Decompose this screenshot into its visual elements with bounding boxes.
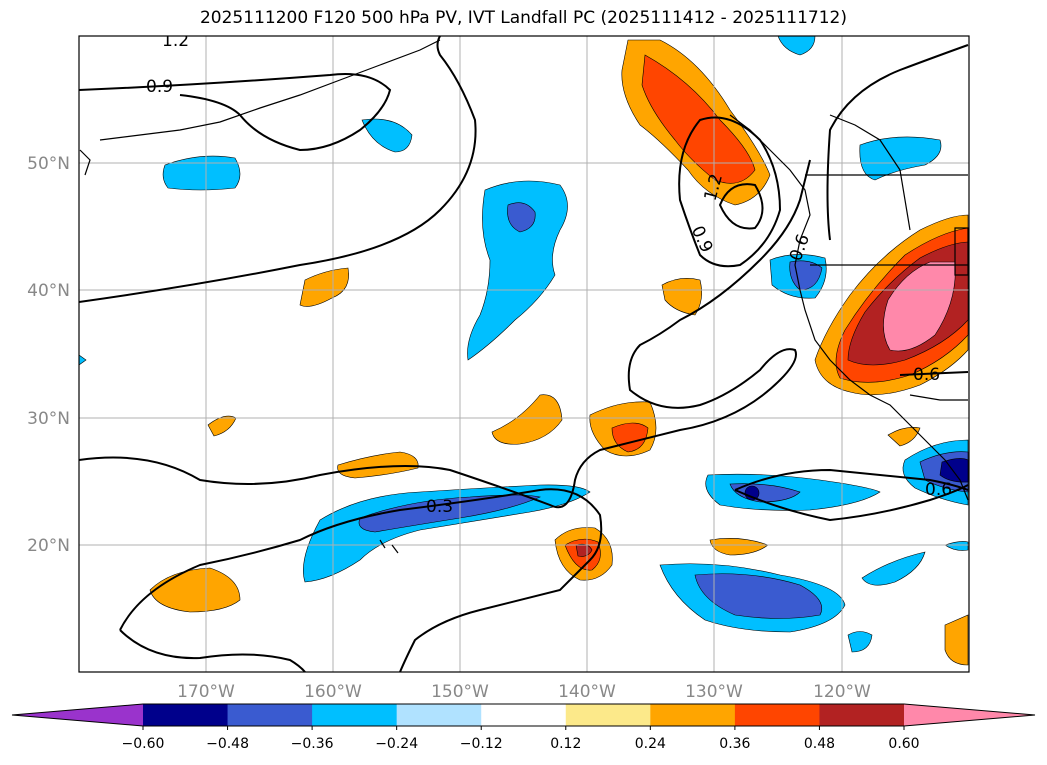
lat-tick-50n: 50°N — [27, 154, 70, 174]
colorbar-segment — [312, 704, 398, 726]
lat-tick-40n: 40°N — [27, 281, 70, 301]
coastlines — [79, 39, 969, 554]
contour-label-7: 0.3 — [426, 497, 453, 517]
lon-tick-160w: 160°W — [304, 682, 362, 702]
colorbar-tick-label: 0.24 — [635, 736, 666, 752]
negative-anomaly-northwest — [162, 155, 241, 191]
contour-line-5 — [119, 629, 306, 672]
negative-anomaly-small — [847, 631, 873, 653]
colorbar-segment — [565, 704, 651, 726]
colorbar-tick-label: 0.12 — [550, 736, 581, 752]
contour-line-8 — [826, 44, 969, 241]
colorbar-segment — [143, 704, 229, 726]
contour-line-7 — [718, 183, 764, 230]
pv-contours — [79, 36, 969, 672]
positive-anomaly-bc-core — [641, 54, 756, 184]
negative-anomaly-west-edge — [79, 354, 87, 366]
colorbar-segment — [734, 704, 820, 726]
positive-anomaly-4 — [337, 451, 419, 479]
colorbar-tick-label: −0.60 — [122, 736, 165, 752]
colorbar-segment — [481, 704, 567, 726]
colorbar-segment — [396, 704, 482, 726]
colorbar-extend-high — [904, 704, 1035, 726]
lon-tick-170w: 170°W — [177, 682, 235, 702]
lon-tick-140w: 140°W — [558, 682, 616, 702]
contour-label-6: 0.6 — [913, 365, 940, 385]
colorbar-segment — [650, 704, 736, 726]
contour-label-8: 0.6 — [925, 480, 952, 500]
contour-label-1: 1.2 — [162, 31, 189, 51]
colorbar-tick-label: −0.12 — [460, 736, 503, 752]
colorbar-tick-label: 0.60 — [888, 736, 919, 752]
negative-anomaly-subtropical-band — [303, 484, 591, 583]
positive-anomaly-5-dark — [575, 543, 593, 557]
contour-line-1 — [79, 73, 392, 152]
negative-anomaly-subtropical-core — [358, 494, 542, 533]
map-title: 2025111200 F120 500 hPa PV, IVT Landfall… — [199, 8, 847, 28]
lat-tick-30n: 30°N — [27, 409, 70, 429]
lon-tick-130w: 130°W — [685, 682, 743, 702]
map-panel: 1.2 0.9 1.2 0.9 0.6 0.6 0.3 0.6 — [79, 31, 969, 672]
negative-anomaly-small-2 — [944, 541, 969, 551]
colorbar-tick-label: −0.48 — [206, 736, 249, 752]
graticule — [79, 36, 969, 672]
lon-tick-150w: 150°W — [431, 682, 489, 702]
positive-anomaly-2 — [491, 394, 563, 445]
negative-anomaly-aleutian — [361, 118, 413, 153]
positive-anomaly-1 — [299, 267, 349, 307]
colorbar-segment — [227, 704, 313, 726]
contour-line-9 — [734, 468, 969, 522]
positive-anomaly-9 — [944, 614, 969, 666]
colorbar-tick-label: 0.48 — [804, 736, 835, 752]
negative-anomaly-top — [777, 36, 816, 56]
contour-label-2: 0.9 — [146, 77, 173, 97]
positive-anomaly-10 — [887, 427, 921, 447]
negative-anomaly-central — [467, 180, 568, 361]
contour-line-6 — [678, 116, 782, 268]
lon-tick-labels: 170°W 160°W 150°W 140°W 130°W 120°W — [177, 682, 871, 702]
contour-line-4 — [119, 488, 603, 672]
negative-anomaly-north-coast — [859, 136, 942, 181]
positive-anomaly-california-core — [883, 261, 956, 352]
lat-tick-20n: 20°N — [27, 536, 70, 556]
lat-tick-labels: 20°N 30°N 40°N 50°N — [27, 154, 70, 556]
positive-anomaly-7 — [661, 278, 702, 316]
negative-anomaly-sw — [861, 551, 926, 586]
colorbar-tick-label: −0.24 — [375, 736, 418, 752]
colorbar-tick-label: 0.36 — [719, 736, 750, 752]
colorbar-segment — [819, 704, 905, 726]
contour-line-10 — [899, 371, 969, 376]
contour-line-3 — [79, 159, 811, 509]
colorbar: −0.60 −0.48 −0.36 −0.24 −0.12 0.12 0.24 0.36 0.4… — [11, 703, 1036, 752]
positive-anomaly-8 — [709, 538, 769, 556]
negative-anomaly-south-core — [694, 573, 823, 619]
map-frame — [78, 35, 970, 673]
colorbar-tick-label: −0.36 — [291, 736, 334, 752]
contour-line-2 — [79, 36, 477, 303]
shaded-fields — [79, 36, 969, 666]
lon-tick-120w: 120°W — [813, 682, 871, 702]
negative-anomaly-oregon-core — [789, 260, 823, 291]
colorbar-extend-low — [12, 704, 143, 726]
negative-anomaly-central-core — [507, 202, 536, 233]
negative-anomaly-mexico-dark — [939, 458, 969, 483]
